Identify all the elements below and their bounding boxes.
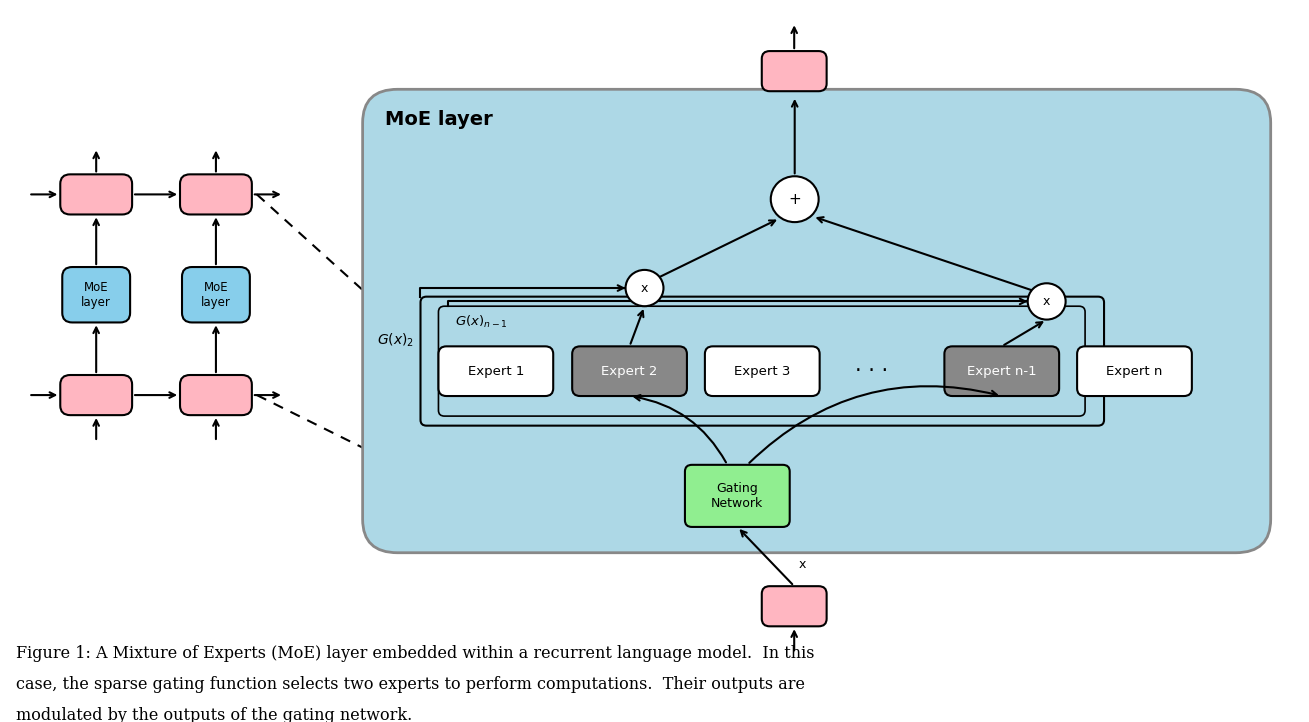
Text: MoE layer: MoE layer xyxy=(385,110,492,129)
Text: $G(x)_2$: $G(x)_2$ xyxy=(377,332,414,349)
FancyBboxPatch shape xyxy=(944,347,1059,396)
Text: Expert 2: Expert 2 xyxy=(601,365,657,378)
FancyBboxPatch shape xyxy=(685,465,789,527)
Text: x: x xyxy=(798,557,806,570)
FancyBboxPatch shape xyxy=(762,586,827,626)
Text: · · ·: · · · xyxy=(855,361,888,381)
Text: +: + xyxy=(788,191,801,206)
Text: Expert 3: Expert 3 xyxy=(734,365,791,378)
Circle shape xyxy=(1028,283,1066,320)
Text: Expert n: Expert n xyxy=(1106,365,1162,378)
Text: x: x xyxy=(1043,295,1050,308)
Text: Expert n-1: Expert n-1 xyxy=(967,365,1037,378)
FancyBboxPatch shape xyxy=(181,375,251,415)
Text: x: x xyxy=(641,282,648,295)
Circle shape xyxy=(771,176,818,222)
FancyBboxPatch shape xyxy=(762,51,827,91)
Text: MoE
layer: MoE layer xyxy=(202,281,230,309)
Text: Expert 1: Expert 1 xyxy=(467,365,524,378)
Text: case, the sparse gating function selects two experts to perform computations.  T: case, the sparse gating function selects… xyxy=(16,676,805,693)
FancyBboxPatch shape xyxy=(439,347,554,396)
FancyBboxPatch shape xyxy=(572,347,687,396)
Text: modulated by the outputs of the gating network.: modulated by the outputs of the gating n… xyxy=(16,707,412,722)
Text: Figure 1: A Mixture of Experts (MoE) layer embedded within a recurrent language : Figure 1: A Mixture of Experts (MoE) lay… xyxy=(16,645,816,662)
Text: $G(x)_{n-1}$: $G(x)_{n-1}$ xyxy=(456,314,508,330)
FancyBboxPatch shape xyxy=(63,267,130,323)
FancyBboxPatch shape xyxy=(182,267,250,323)
Text: Gating
Network: Gating Network xyxy=(711,482,763,510)
FancyBboxPatch shape xyxy=(363,90,1271,553)
Circle shape xyxy=(626,270,664,306)
Text: MoE
layer: MoE layer xyxy=(81,281,111,309)
FancyBboxPatch shape xyxy=(60,375,132,415)
FancyBboxPatch shape xyxy=(181,174,251,214)
FancyBboxPatch shape xyxy=(60,174,132,214)
FancyBboxPatch shape xyxy=(704,347,819,396)
FancyBboxPatch shape xyxy=(1077,347,1192,396)
